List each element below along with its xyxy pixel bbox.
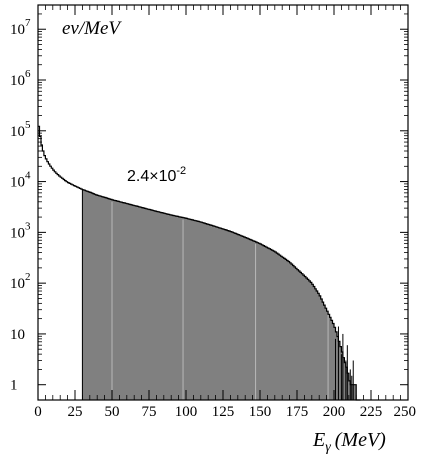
integral-annotation: 2.4×10-2 [127,165,186,185]
y-tick-label: 105 [10,119,31,140]
histogram-series [38,125,361,401]
x-tick-label: 250 [394,404,417,420]
x-axis-title-unit: (MeV) [335,429,386,451]
y-tick-label: 103 [10,220,31,241]
integral-annotation-exp: -2 [176,165,186,177]
x-tick-label: 100 [175,404,198,420]
x-tick-label: 175 [286,404,309,420]
x-tick-label: 150 [249,404,272,420]
y-tick-label: 102 [10,271,31,292]
x-tick-label: 75 [142,404,157,420]
x-tick-label: 125 [212,404,235,420]
series-line [38,125,361,401]
x-axis-ticks: 0 25 50 75 100 125 150 175 200 225 250 [34,5,416,420]
x-tick-label: 200 [323,404,346,420]
x-axis-title-sub: γ [325,440,331,455]
x-tick-label: 25 [68,404,83,420]
y-tick-label: 107 [10,17,31,38]
y-tick-label: 106 [10,68,31,89]
units-label: ev/MeV [62,18,122,39]
y-tick-label: 104 [10,170,31,191]
x-axis-title: Eγ (MeV) [312,429,386,455]
y-tick-label: 1 [10,378,18,394]
shaded-area [82,189,357,400]
vertical-lines [111,201,329,400]
y-tick-label: 10 [10,327,25,343]
x-tick-label: 50 [105,404,120,420]
x-tick-label: 225 [360,404,383,420]
integral-annotation-base: 2.4×10 [127,168,176,185]
x-tick-label: 0 [34,404,42,420]
x-axis-title-main: E [312,429,325,451]
shaded-region [81,189,357,400]
y-axis-ticks: 1 10 102 103 104 105 106 107 [10,13,408,394]
